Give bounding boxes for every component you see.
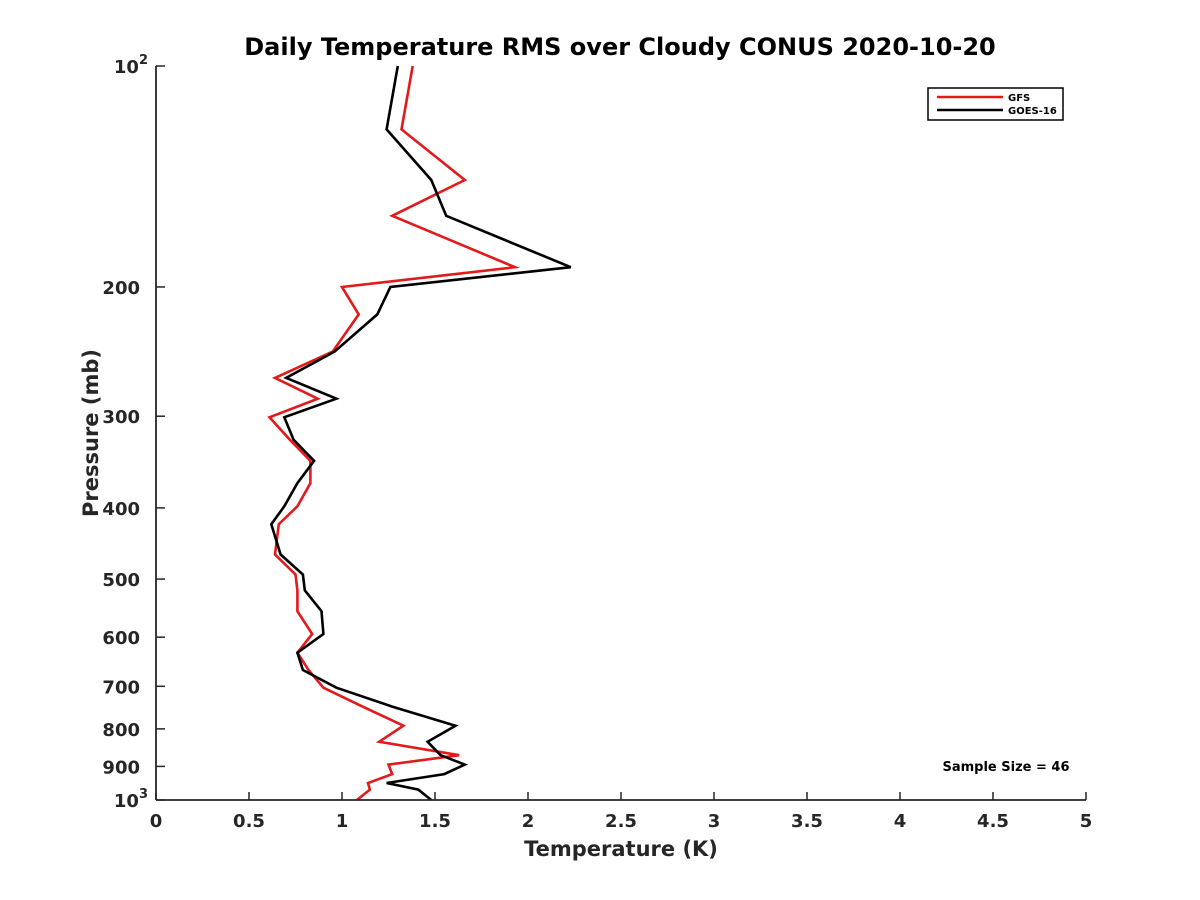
y-tick-label: 300: [102, 407, 140, 428]
y-tick-label: 500: [102, 570, 140, 591]
axes-layer: [155, 66, 1086, 801]
y-tick-label: 900: [102, 757, 140, 778]
x-tick-label: 2: [522, 811, 535, 832]
series-line-goes16: [269, 65, 572, 802]
y-axis-label: Pressure (mb): [79, 349, 103, 517]
sample-size-annotation: Sample Size = 46: [942, 760, 1069, 775]
x-tick-label: 2.5: [605, 811, 637, 832]
y-tick-label: 102: [114, 53, 148, 78]
y-tick-label: 600: [102, 628, 140, 649]
y-tick-label: 200: [102, 278, 140, 299]
legend-box: [927, 87, 1064, 121]
y-tick-label: 103: [114, 787, 148, 812]
x-tick-label: 1: [336, 811, 349, 832]
x-tick-label: 5: [1080, 811, 1093, 832]
ticks-layer: 0 0.5 1 1.5 2 2.5 3 3.5 4 4.5 5 102 200 300 400 500 600 7…: [102, 53, 1092, 832]
x-tick-label: 1.5: [419, 811, 451, 832]
x-tick-label: 4: [894, 811, 907, 832]
series-layer: [267, 65, 572, 802]
y-tick-label: 700: [102, 677, 140, 698]
x-tick-label: 0.5: [233, 811, 265, 832]
series-line-gfs: [267, 65, 521, 802]
legend-label-goes16: GOES-16: [1008, 106, 1057, 117]
x-tick-label: 4.5: [977, 811, 1009, 832]
x-tick-label: 3.5: [791, 811, 823, 832]
legend: GFS GOES-16: [927, 87, 1064, 121]
legend-label-gfs: GFS: [1008, 93, 1030, 104]
y-tick-label: 400: [102, 499, 140, 520]
chart-title: Daily Temperature RMS over Cloudy CONUS …: [244, 33, 996, 61]
x-tick-label: 0: [150, 811, 163, 832]
x-axis-label: Temperature (K): [524, 837, 718, 861]
y-tick-label: 800: [102, 720, 140, 741]
x-tick-label: 3: [708, 811, 721, 832]
